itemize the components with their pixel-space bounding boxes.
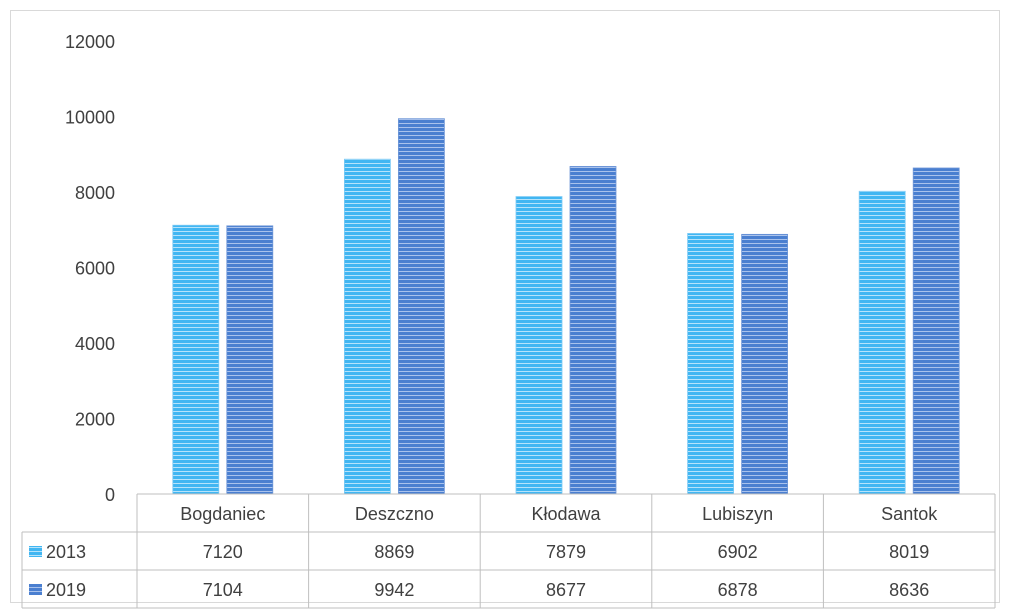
bar	[343, 158, 391, 495]
data-label: 7104	[203, 580, 243, 600]
y-tick-label: 0	[105, 485, 115, 505]
y-tick-label: 10000	[65, 108, 115, 128]
data-label: 7879	[546, 542, 586, 562]
data-table: Bogdaniec Deszczno Kłodawa Lubiszyn Santok 20…	[21, 493, 996, 609]
x-tick-label: Bogdaniec	[180, 504, 265, 524]
y-axis: 0 2000 4000 6000 8000 10000 12000	[65, 32, 115, 505]
bar	[226, 225, 274, 495]
legend-label: 2019	[46, 580, 86, 600]
y-tick-label: 4000	[75, 334, 115, 354]
data-label: 6902	[718, 542, 758, 562]
bar	[687, 233, 734, 495]
y-tick-label: 2000	[75, 410, 115, 430]
x-tick-label: Kłodawa	[531, 504, 601, 524]
data-label: 9942	[374, 580, 414, 600]
data-label: 8019	[889, 542, 929, 562]
data-label: 7120	[203, 542, 243, 562]
bar	[858, 190, 906, 495]
x-tick-label: Deszczno	[355, 504, 434, 524]
y-tick-label: 8000	[75, 183, 115, 203]
y-tick-label: 6000	[75, 259, 115, 279]
bar	[515, 196, 563, 495]
data-label: 8677	[546, 580, 586, 600]
y-tick-label: 12000	[65, 32, 115, 52]
legend-label: 2013	[46, 542, 86, 562]
bar	[569, 166, 617, 495]
legend-swatch	[29, 546, 42, 557]
bar	[397, 118, 445, 495]
data-label: 8636	[889, 580, 929, 600]
bar	[172, 224, 220, 495]
x-tick-label: Lubiszyn	[702, 504, 773, 524]
x-tick-label: Santok	[881, 504, 938, 524]
data-label: 8869	[374, 542, 414, 562]
legend-swatch	[29, 584, 42, 595]
bars	[172, 118, 960, 495]
bar	[912, 167, 960, 495]
bar	[741, 233, 788, 495]
data-label: 6878	[718, 580, 758, 600]
